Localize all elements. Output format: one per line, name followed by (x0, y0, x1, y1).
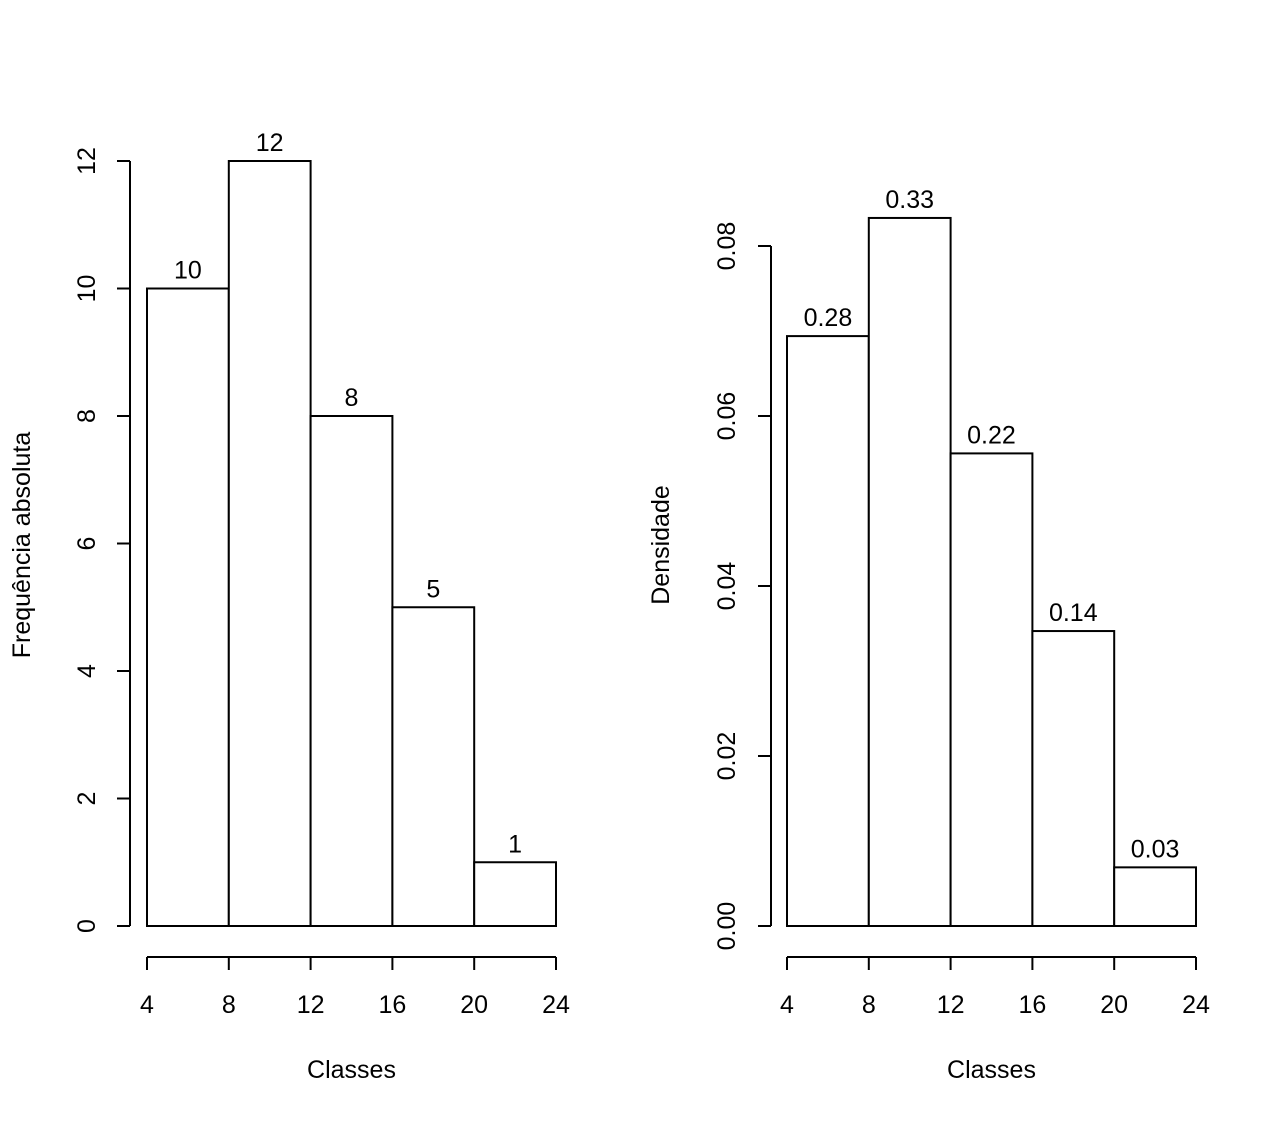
x-tick-label-3: 16 (378, 991, 406, 1019)
x-tick-label-5: 24 (542, 991, 570, 1019)
x-tick-label-4: 20 (1100, 991, 1128, 1019)
x-tick-label-2: 12 (937, 991, 965, 1019)
y-tick-label-0: 0 (73, 919, 101, 933)
y-tick-label-0: 0.00 (713, 902, 741, 951)
panel-densidade: 0.28 0.33 0.22 0.14 0.03 0.00 0.02 0.04 0.06 0.08… (647, 186, 1210, 1084)
x-tick-label-0: 4 (140, 991, 154, 1019)
bar-1 (146, 287, 230, 927)
bar-1 (786, 335, 870, 928)
y-tick-label-4: 0.08 (713, 222, 741, 271)
x-tick-label-5: 24 (1182, 991, 1210, 1019)
x-axis-title: Classes (307, 1056, 396, 1084)
bar-label-5: 1 (508, 830, 522, 858)
x-tick-label-3: 16 (1018, 991, 1046, 1019)
bar-4 (391, 606, 476, 927)
bar-4 (1031, 630, 1116, 927)
x-tick-label-1: 8 (222, 991, 236, 1019)
bar-label-4: 0.14 (1049, 599, 1098, 627)
y-tick-label-1: 2 (73, 792, 101, 806)
y-tick-label-6: 12 (73, 147, 101, 175)
x-tick-label-0: 4 (780, 991, 794, 1019)
y-tick-label-3: 0.06 (713, 392, 741, 441)
bar-label-1: 0.28 (804, 304, 853, 332)
bar-2 (867, 216, 952, 927)
bar-5 (473, 861, 558, 927)
bar-2 (227, 160, 312, 927)
y-axis-title: Densidade (647, 485, 675, 605)
bar-label-4: 5 (426, 575, 440, 603)
bar-3 (309, 415, 394, 927)
y-tick-label-4: 8 (73, 409, 101, 423)
bar-label-1: 10 (174, 257, 202, 285)
y-tick-label-2: 4 (73, 664, 101, 678)
bar-5 (1113, 866, 1197, 927)
x-tick-label-1: 8 (862, 991, 876, 1019)
x-axis-title: Classes (947, 1056, 1036, 1084)
y-axis-title: Frequência absoluta (8, 432, 36, 659)
bar-label-3: 0.22 (967, 421, 1016, 449)
x-tick-label-2: 12 (297, 991, 325, 1019)
y-tick-label-2: 0.04 (713, 562, 741, 611)
x-tick-label-4: 20 (460, 991, 488, 1019)
bar-3 (949, 452, 1034, 927)
y-tick-label-3: 6 (73, 537, 101, 551)
bar-label-2: 0.33 (885, 186, 934, 214)
y-tick-label-1: 0.02 (713, 732, 741, 781)
bar-label-3: 8 (345, 384, 359, 412)
y-tick-label-5: 10 (73, 275, 101, 303)
bar-label-2: 12 (256, 129, 284, 157)
bar-label-5: 0.03 (1131, 835, 1180, 863)
